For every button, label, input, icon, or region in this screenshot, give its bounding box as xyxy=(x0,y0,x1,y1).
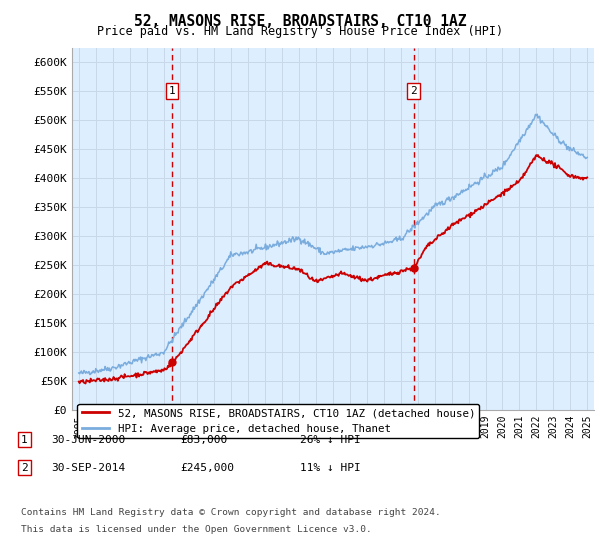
Text: 2: 2 xyxy=(410,86,417,96)
Text: Price paid vs. HM Land Registry's House Price Index (HPI): Price paid vs. HM Land Registry's House … xyxy=(97,25,503,38)
Text: 30-SEP-2014: 30-SEP-2014 xyxy=(51,463,125,473)
Text: 52, MASONS RISE, BROADSTAIRS, CT10 1AZ: 52, MASONS RISE, BROADSTAIRS, CT10 1AZ xyxy=(134,14,466,29)
Text: 1: 1 xyxy=(169,86,175,96)
Text: 2: 2 xyxy=(21,463,28,473)
Text: 26% ↓ HPI: 26% ↓ HPI xyxy=(300,435,361,445)
Text: This data is licensed under the Open Government Licence v3.0.: This data is licensed under the Open Gov… xyxy=(21,525,372,534)
Text: 1: 1 xyxy=(21,435,28,445)
Legend: 52, MASONS RISE, BROADSTAIRS, CT10 1AZ (detached house), HPI: Average price, det: 52, MASONS RISE, BROADSTAIRS, CT10 1AZ (… xyxy=(77,404,479,438)
Text: £245,000: £245,000 xyxy=(180,463,234,473)
Text: 11% ↓ HPI: 11% ↓ HPI xyxy=(300,463,361,473)
Text: £83,000: £83,000 xyxy=(180,435,227,445)
Text: 30-JUN-2000: 30-JUN-2000 xyxy=(51,435,125,445)
Text: Contains HM Land Registry data © Crown copyright and database right 2024.: Contains HM Land Registry data © Crown c… xyxy=(21,508,441,517)
